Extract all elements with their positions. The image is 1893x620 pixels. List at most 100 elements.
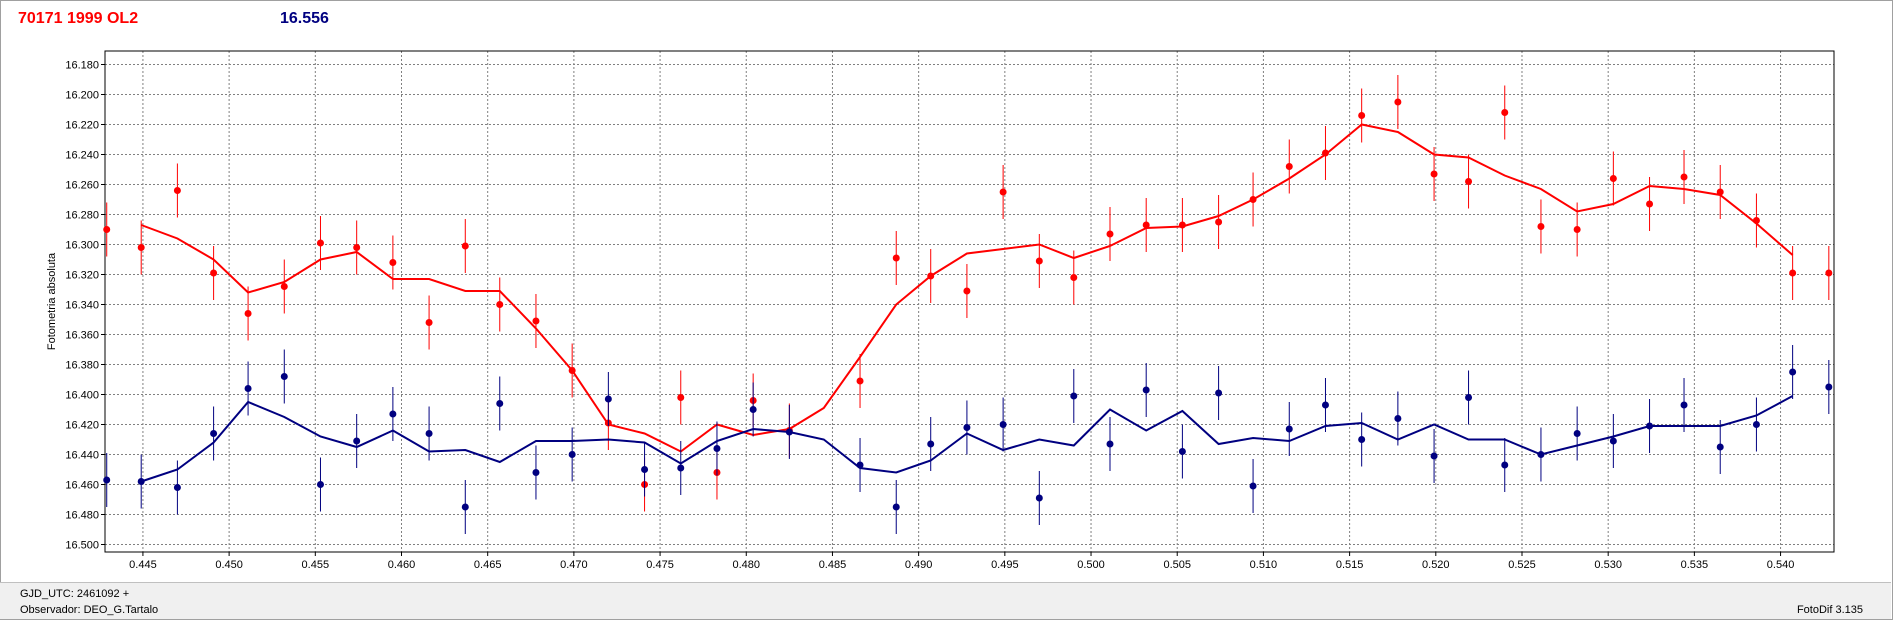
data-point <box>1752 421 1760 428</box>
data-point <box>389 259 397 266</box>
data-point <box>532 469 540 476</box>
data-point <box>1321 149 1329 157</box>
x-tick-label: 0.500 <box>1077 559 1105 571</box>
y-tick-label: 16.500 <box>65 540 99 552</box>
data-point <box>1501 461 1509 469</box>
data-point <box>1070 392 1078 400</box>
series-2 <box>103 345 1833 534</box>
y-tick-label: 16.220 <box>65 120 99 132</box>
data-point <box>927 440 935 448</box>
data-point <box>1142 221 1150 229</box>
data-point <box>316 481 324 488</box>
x-tick-label: 0.445 <box>129 559 157 571</box>
y-tick-label: 16.400 <box>65 390 99 402</box>
x-tick-label: 0.540 <box>1767 559 1795 571</box>
x-tick-label: 0.490 <box>905 559 933 571</box>
plot-area <box>104 50 1835 553</box>
data-point <box>604 395 612 403</box>
data-point <box>244 310 252 317</box>
data-point <box>1825 269 1833 277</box>
data-point <box>1070 274 1078 281</box>
data-point <box>1394 98 1402 106</box>
x-tick-label: 0.450 <box>215 559 243 571</box>
data-point <box>425 319 433 326</box>
reference-magnitude: 16.556 <box>280 10 329 27</box>
y-tick-label: 16.240 <box>65 150 99 162</box>
data-point <box>999 421 1007 428</box>
data-point <box>1358 436 1366 443</box>
data-point <box>210 430 218 437</box>
status-bar: GJD_UTC: 2461092 + Observador: DEO_G.Tar… <box>0 582 1891 619</box>
y-tick-label: 16.360 <box>65 330 99 342</box>
x-tick-label: 0.475 <box>646 559 674 571</box>
data-point <box>677 464 685 472</box>
data-point <box>316 239 324 247</box>
data-point <box>1680 401 1688 409</box>
data-point <box>963 287 971 295</box>
x-tick-label: 0.480 <box>732 559 760 571</box>
observer-label: Observador: DEO_G.Tartalo <box>20 604 159 616</box>
data-point <box>210 269 218 277</box>
data-point <box>1106 230 1114 238</box>
series-1 <box>103 75 1833 512</box>
data-point <box>1752 217 1760 224</box>
x-tick-label: 0.470 <box>560 559 588 571</box>
x-tick-label: 0.505 <box>1163 559 1191 571</box>
data-point <box>1465 394 1473 401</box>
data-point <box>1035 257 1043 265</box>
data-point <box>103 476 111 484</box>
data-point <box>173 484 181 491</box>
data-point <box>1465 178 1473 185</box>
data-point <box>103 226 111 233</box>
y-tick-label: 16.320 <box>65 270 99 282</box>
data-point <box>1285 425 1293 433</box>
data-point <box>713 445 721 452</box>
data-point <box>461 242 469 250</box>
x-tick-label: 0.455 <box>302 559 330 571</box>
trend-line <box>140 123 1794 453</box>
data-point <box>1215 218 1223 226</box>
data-point <box>280 283 288 290</box>
data-point <box>1680 173 1688 181</box>
data-point <box>173 187 181 194</box>
data-point <box>425 430 433 437</box>
data-point <box>1249 196 1257 203</box>
y-tick-label: 16.420 <box>65 420 99 432</box>
data-point <box>137 244 145 251</box>
y-axis-label: Fotometria absoluta <box>46 252 58 350</box>
data-point <box>1285 163 1293 170</box>
y-tick-label: 16.180 <box>65 60 99 72</box>
data-point <box>1321 401 1329 409</box>
data-point <box>1142 386 1150 394</box>
data-point <box>1537 223 1545 230</box>
data-point <box>1573 430 1581 437</box>
y-tick-label: 16.460 <box>65 480 99 492</box>
data-point <box>785 428 793 436</box>
data-point <box>892 503 900 511</box>
data-point <box>353 244 361 251</box>
data-point <box>1394 415 1402 422</box>
x-tick-label: 0.460 <box>388 559 416 571</box>
data-point <box>568 451 576 458</box>
x-tick-label: 0.520 <box>1422 559 1450 571</box>
data-point <box>244 385 252 392</box>
version-label: FotoDif 3.135 <box>1796 604 1863 616</box>
data-point <box>532 317 540 325</box>
data-point <box>137 478 145 485</box>
data-point <box>461 503 469 511</box>
x-tick-label: 0.535 <box>1681 559 1709 571</box>
x-tick-label: 0.465 <box>474 559 502 571</box>
x-tick-label: 0.525 <box>1508 559 1536 571</box>
data-point <box>1215 389 1223 397</box>
data-point <box>1178 221 1186 229</box>
data-point <box>1501 109 1509 116</box>
light-curve-chart: 0.445 0.450 0.455 0.460 0.465 0.470 0.475 0.480… <box>46 50 1835 571</box>
data-point <box>389 410 397 418</box>
data-point <box>496 301 504 308</box>
grid-lines <box>105 51 1834 552</box>
data-point <box>1178 448 1186 455</box>
data-point <box>1609 437 1617 445</box>
data-point <box>1716 443 1724 451</box>
data-point <box>568 367 576 374</box>
y-tick-label: 16.200 <box>65 90 99 102</box>
